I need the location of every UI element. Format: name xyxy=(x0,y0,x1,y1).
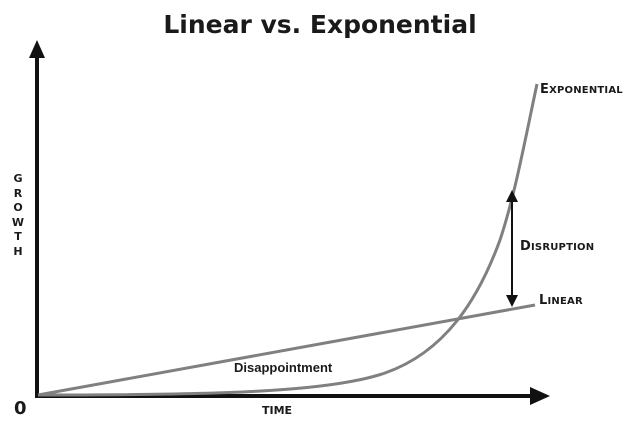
linear-curve xyxy=(37,303,536,397)
exponential-curve xyxy=(37,83,539,397)
diagram-title: Linear vs. Exponential xyxy=(163,10,477,39)
x-axis-arrowhead xyxy=(530,387,550,405)
x-axis-label: TIME xyxy=(262,404,293,417)
disappointment-label: Disappointment xyxy=(234,360,333,375)
disruption-label: Disruption xyxy=(520,239,595,254)
linear-curve-label: Linear xyxy=(539,293,583,308)
y-axis-arrowhead xyxy=(29,40,45,58)
origin-label: 0 xyxy=(14,398,27,419)
exponential-curve-label: Exponential xyxy=(540,82,623,97)
